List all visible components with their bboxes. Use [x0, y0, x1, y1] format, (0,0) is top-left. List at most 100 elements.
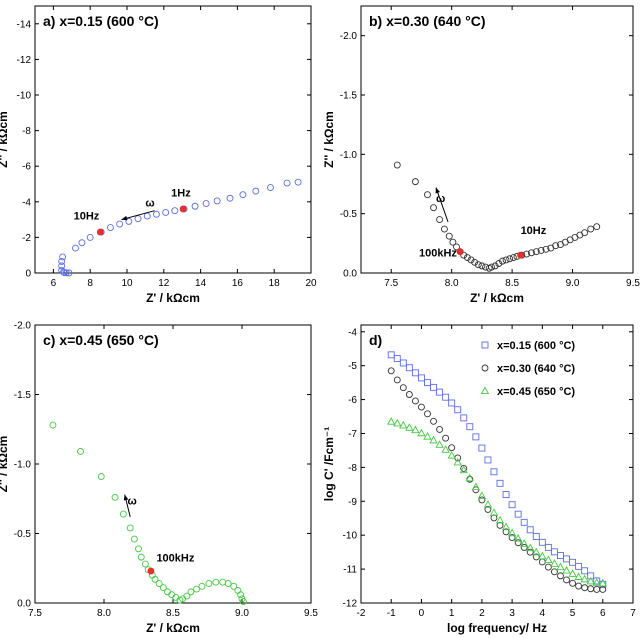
- data-point: [224, 580, 232, 587]
- y-axis-label: Z'' / kΩcm: [322, 111, 336, 168]
- data-point: [151, 575, 159, 583]
- arrow-head: [123, 494, 129, 501]
- data-point-series-3: [495, 515, 505, 524]
- data-point: [97, 473, 105, 480]
- data-point-series-2: [460, 464, 468, 472]
- data-point-series-1: [454, 406, 462, 414]
- data-point-series-2: [581, 584, 589, 592]
- data-point-series-1: [520, 518, 528, 526]
- highlight-point: [517, 251, 525, 259]
- data-point: [205, 580, 213, 587]
- panel-c: 7.5 8.0 8.5 9.0 9.5 0.0 -0.5 -1.0 -1.5 -2.0 Z' / k…: [0, 321, 318, 636]
- data-point-series-3: [550, 559, 559, 567]
- y-tick-label: 0.0: [343, 269, 357, 280]
- data-point-series-1: [490, 468, 498, 476]
- data-point: [86, 233, 94, 241]
- y-tick-label: -5: [348, 361, 357, 372]
- data-point: [72, 244, 79, 252]
- data-point: [474, 261, 482, 269]
- data-point-series-3: [574, 572, 583, 580]
- data-point: [191, 202, 199, 210]
- data-point-series-1: [417, 374, 425, 382]
- legend-label: x=0.15 (600 °C): [497, 340, 575, 352]
- panel-b: 7.5 8.0 8.5 9.0 9.5 0.0 -0.5 -1.0 -1.5 -2.0 Z' / k…: [322, 5, 640, 305]
- data-point-series-1: [538, 538, 546, 546]
- x-tick-label: 8: [87, 278, 93, 289]
- data-point-series-3: [411, 425, 420, 434]
- x-tick-label: 9.5: [304, 608, 318, 619]
- x-tick-label: 7.5: [384, 278, 398, 289]
- data-point: [159, 584, 167, 592]
- data-point: [471, 258, 479, 266]
- x-tick-label: 18: [269, 278, 281, 289]
- y-tick-label: -12: [343, 599, 358, 610]
- data-point-series-3: [580, 574, 589, 583]
- data-point: [78, 239, 86, 247]
- data-point-series-2: [532, 553, 540, 561]
- data-point-series-3: [501, 522, 511, 531]
- y-tick-label: -8: [348, 463, 357, 474]
- x-tick-label: 8.5: [166, 608, 180, 619]
- x-tick-label: 0: [419, 608, 425, 619]
- data-point-series-1: [563, 555, 570, 563]
- legend-marker: [480, 386, 490, 395]
- data-point: [198, 582, 206, 590]
- data-point: [77, 448, 84, 455]
- panel-title: d): [369, 332, 382, 348]
- data-point: [491, 262, 499, 270]
- data-point: [424, 191, 431, 199]
- panel-title: b) x=0.30 (640 °C): [369, 13, 485, 29]
- data-point: [436, 216, 444, 224]
- y-tick-label: -2.0: [340, 31, 358, 42]
- data-point: [537, 247, 545, 254]
- data-point-series-2: [417, 403, 425, 411]
- data-point: [587, 225, 595, 233]
- data-point-series-2: [496, 521, 504, 529]
- data-point-series-1: [496, 479, 504, 487]
- data-point-series-1: [411, 369, 419, 377]
- data-point-series-3: [417, 428, 426, 437]
- annotation-label: 10Hz: [521, 225, 547, 237]
- annotation-label: 1Hz: [171, 187, 191, 199]
- x-tick-label: 14: [195, 278, 207, 289]
- data-point: [411, 178, 419, 186]
- data-point: [234, 587, 242, 594]
- data-point-series-1: [424, 379, 431, 387]
- data-point: [581, 229, 589, 237]
- data-point: [267, 184, 274, 192]
- data-point-series-3: [429, 435, 438, 444]
- arrow-head: [435, 187, 440, 194]
- data-point-series-3: [568, 569, 577, 577]
- highlight-point: [147, 567, 155, 575]
- data-point-series-2: [587, 585, 595, 593]
- data-point-series-3: [532, 547, 541, 556]
- data-point: [65, 269, 73, 277]
- data-point-series-1: [472, 433, 480, 441]
- data-point: [125, 217, 133, 225]
- data-point: [111, 493, 119, 501]
- data-point: [445, 232, 453, 240]
- annotation-label: 10Hz: [74, 211, 100, 223]
- data-point-series-1: [460, 414, 468, 422]
- y-tick-label: -1.0: [14, 460, 32, 471]
- data-point: [239, 191, 247, 199]
- x-tick-label: 3: [509, 608, 515, 619]
- arrow-line: [435, 187, 449, 223]
- data-point: [532, 248, 540, 256]
- y-tick-label: -2.0: [14, 321, 32, 332]
- x-axis-label: Z' / kΩcm: [146, 621, 200, 635]
- data-point-series-2: [424, 410, 431, 418]
- x-tick-label: 9.0: [235, 608, 249, 619]
- data-point-series-3: [423, 432, 432, 440]
- data-point: [126, 524, 134, 532]
- data-point: [152, 210, 160, 218]
- data-point-series-3: [387, 417, 396, 425]
- data-point-series-2: [557, 572, 564, 580]
- x-tick-label: 8.0: [97, 608, 111, 619]
- data-point: [134, 215, 142, 223]
- x-tick-label: -1: [387, 608, 396, 619]
- data-point-series-1: [550, 548, 558, 556]
- data-point-series-1: [448, 399, 456, 407]
- data-point: [509, 254, 517, 262]
